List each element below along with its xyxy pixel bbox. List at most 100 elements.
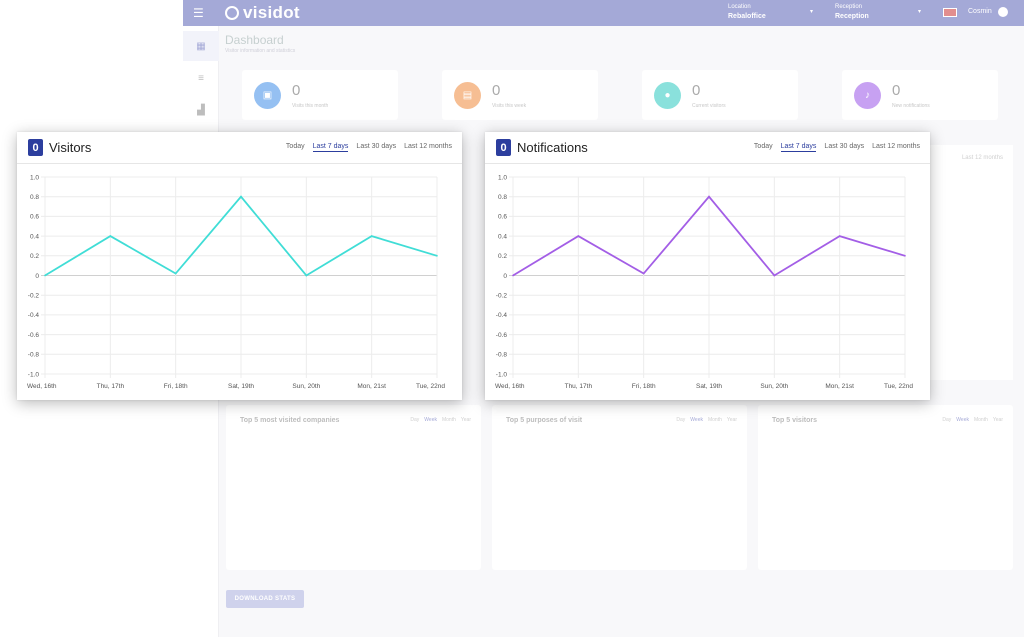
- uk-flag-icon[interactable]: [943, 8, 957, 17]
- x-tick-label: Wed, 16th: [27, 383, 57, 390]
- x-tick-label: Mon, 21st: [825, 383, 854, 390]
- data-point: [577, 235, 580, 237]
- sidebar-item-dashboard[interactable]: ▦: [183, 31, 219, 61]
- y-tick-label: -0.2: [496, 293, 508, 300]
- data-point: [838, 235, 841, 237]
- y-tick-label: -0.6: [496, 332, 508, 339]
- stat-value: 0: [292, 82, 301, 99]
- y-tick-label: 0.4: [498, 233, 507, 240]
- dashboard-icon: ▦: [196, 40, 206, 52]
- tab-day[interactable]: Day: [676, 417, 686, 423]
- card-title: Top 5 visitors: [772, 417, 817, 424]
- chevron-down-icon[interactable]: ▾: [810, 9, 814, 15]
- user-avatar-icon[interactable]: [998, 7, 1008, 17]
- stat-card-notifications: ♪ 0 New notifications: [842, 70, 998, 120]
- period-tabs: Day Week Month Year: [671, 417, 737, 423]
- y-tick-label: -0.6: [28, 332, 40, 339]
- card-title: Visitors: [49, 140, 92, 155]
- background-chart-panel: Last 12 months: [929, 145, 1013, 380]
- location-value: Rebaloffice: [728, 13, 766, 20]
- notifications-count-badge: 0: [496, 139, 511, 156]
- tab-last-12-months[interactable]: Last 12 months: [404, 143, 452, 150]
- y-tick-label: 1.0: [498, 174, 507, 181]
- page-title: Dashboard: [225, 33, 284, 47]
- top-purposes-card: Top 5 purposes of visit Day Week Month Year: [492, 405, 747, 570]
- y-tick-label: 1.0: [30, 174, 39, 181]
- card-title: Notifications: [517, 140, 588, 155]
- stat-label: Current visitors: [692, 103, 726, 109]
- reception-select[interactable]: Reception Reception: [835, 3, 869, 21]
- x-tick-label: Tue, 22nd: [416, 383, 445, 390]
- period-tabs: Day Week Month Year: [937, 417, 1003, 423]
- divider: [17, 163, 462, 164]
- stat-card-visits-week: ▤ 0 Visits this week: [442, 70, 598, 120]
- brand-logo[interactable]: visidot: [225, 3, 300, 23]
- data-point: [708, 195, 710, 198]
- stat-card-current-visitors: ● 0 Current visitors: [642, 70, 798, 120]
- tab-last-30-days[interactable]: Last 30 days: [824, 143, 865, 150]
- panel-tab[interactable]: Last 12 months: [961, 155, 1003, 161]
- y-tick-label: -0.8: [28, 352, 40, 359]
- logo-check-icon: [225, 6, 239, 20]
- tab-year[interactable]: Year: [460, 417, 471, 423]
- stat-label: New notifications: [892, 103, 930, 109]
- stat-label: Visits this month: [292, 103, 329, 109]
- tab-year[interactable]: Year: [992, 417, 1003, 423]
- y-tick-label: -1.0: [28, 371, 40, 378]
- building-icon: ▟: [197, 104, 205, 116]
- data-point: [512, 274, 514, 277]
- tab-last-7-days[interactable]: Last 7 days: [312, 143, 349, 152]
- chevron-down-icon[interactable]: ▾: [918, 9, 922, 15]
- visitors-line-chart: 1.0 0.8 0.6 0.4 0.2 0 -0.2 -0.4 -0.6 -0.8 -1.0 Wed,…: [27, 174, 445, 390]
- tab-week[interactable]: Week: [424, 417, 437, 423]
- location-select[interactable]: Location Rebaloffice: [728, 3, 766, 21]
- y-tick-label: 0.6: [498, 214, 507, 221]
- x-tick-label: Fri, 18th: [164, 383, 188, 390]
- data-point: [370, 235, 373, 237]
- stat-value: 0: [492, 82, 501, 99]
- page-subtitle: Visitor information and statistics: [225, 48, 296, 54]
- sidebar-item-companies[interactable]: ▟: [183, 95, 219, 125]
- reception-label: Reception: [835, 4, 863, 10]
- calendar-icon: ▣: [254, 82, 281, 109]
- tab-day[interactable]: Day: [410, 417, 420, 423]
- tab-last-7-days[interactable]: Last 7 days: [780, 143, 817, 152]
- tab-week[interactable]: Week: [956, 417, 969, 423]
- y-tick-label: 0.8: [30, 194, 39, 201]
- divider: [485, 163, 930, 164]
- tab-today[interactable]: Today: [753, 143, 773, 150]
- hamburger-icon[interactable]: ☰: [193, 6, 204, 20]
- tab-last-12-months[interactable]: Last 12 months: [872, 143, 920, 150]
- period-tabs: Day Week Month Year: [405, 417, 471, 423]
- tab-month[interactable]: Month: [973, 417, 988, 423]
- y-tick-label: 0: [503, 273, 507, 280]
- tab-week[interactable]: Week: [690, 417, 703, 423]
- tab-day[interactable]: Day: [942, 417, 952, 423]
- download-stats-button[interactable]: DOWNLOAD STATS: [226, 590, 304, 608]
- reception-value: Reception: [835, 13, 869, 20]
- data-point: [436, 255, 438, 257]
- user-name[interactable]: Cosmin: [968, 8, 992, 15]
- data-point: [240, 195, 242, 198]
- person-icon: ●: [654, 82, 681, 109]
- tab-month[interactable]: Month: [441, 417, 456, 423]
- y-tick-label: -0.4: [28, 312, 40, 319]
- x-tick-label: Wed, 16th: [495, 383, 525, 390]
- sidebar-item-filter[interactable]: ≡: [183, 63, 219, 93]
- y-tick-label: 0.8: [498, 194, 507, 201]
- tab-year[interactable]: Year: [726, 417, 737, 423]
- period-tabs: Today Last 7 days Last 30 days Last 12 mont…: [278, 143, 452, 152]
- visitors-chart-card: 0 Visitors Today Last 7 days Last 30 days L…: [17, 132, 462, 400]
- x-tick-label: Sat, 19th: [696, 383, 722, 390]
- stat-label: Visits this week: [492, 103, 527, 109]
- tab-last-30-days[interactable]: Last 30 days: [356, 143, 397, 150]
- x-tick-label: Sun, 20th: [292, 383, 320, 390]
- card-title: Top 5 purposes of visit: [506, 417, 583, 424]
- data-point: [109, 235, 112, 237]
- tab-today[interactable]: Today: [285, 143, 305, 150]
- tab-month[interactable]: Month: [707, 417, 722, 423]
- bell-icon: ♪: [854, 82, 881, 109]
- data-point: [305, 274, 308, 277]
- y-tick-label: 0.4: [30, 233, 39, 240]
- data-point: [44, 274, 46, 277]
